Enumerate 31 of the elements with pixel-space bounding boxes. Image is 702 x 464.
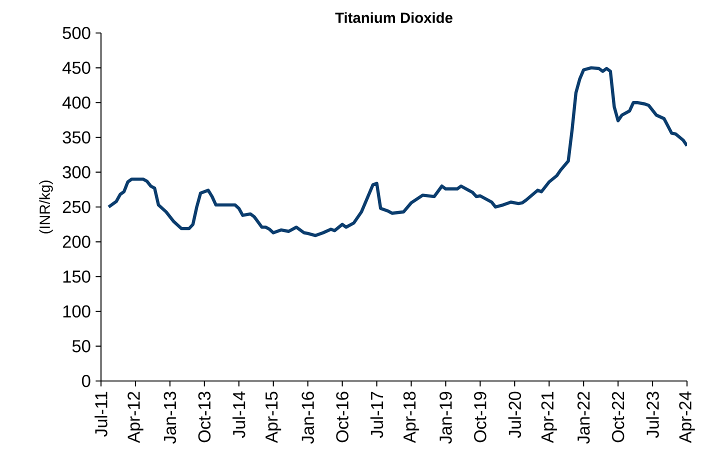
y-tick-label: 150 xyxy=(63,270,90,283)
chart-title: Titanium Dioxide xyxy=(335,12,452,23)
y-tick-label: 450 xyxy=(62,62,90,74)
x-tick-label: Apr-21 xyxy=(541,392,557,444)
x-tick-label: Jul-20 xyxy=(508,392,522,438)
y-tick-label: 50 xyxy=(72,340,90,352)
y-axis-title: (INR/kg) xyxy=(39,180,53,234)
y-tick-label: 250 xyxy=(62,200,90,214)
x-tick-label: Apr-18 xyxy=(403,392,420,444)
x-tick-label: Jul-23 xyxy=(646,392,659,438)
x-tick-label: Jul-14 xyxy=(232,392,246,438)
x-tick-label: Apr-15 xyxy=(266,392,282,444)
x-tick-label: Jan-16 xyxy=(302,392,314,444)
y-tick-label: 0 xyxy=(82,374,90,388)
x-tick-label: Jul-17 xyxy=(370,392,384,438)
y-tick-label: 300 xyxy=(62,166,90,178)
y-tick-label: 350 xyxy=(62,131,90,144)
x-tick-label: Oct-13 xyxy=(198,392,211,442)
x-tick-label: Jul-11 xyxy=(94,392,108,437)
x-tick-label: Oct-16 xyxy=(336,392,348,442)
y-tick-label: 100 xyxy=(63,305,90,318)
x-tick-label: Jan-19 xyxy=(440,392,452,444)
x-tick-label: Jan-22 xyxy=(577,392,590,444)
y-tick-label: 500 xyxy=(62,26,90,40)
x-tick-label: Jan-13 xyxy=(164,392,176,444)
x-tick-label: Oct-19 xyxy=(474,392,486,442)
x-tick-label: Apr-12 xyxy=(128,392,144,444)
x-tick-label: Apr-24 xyxy=(679,392,695,444)
y-tick-label: 400 xyxy=(62,96,90,109)
y-tick-label: 200 xyxy=(62,236,90,248)
x-tick-label: Oct-22 xyxy=(612,392,624,442)
